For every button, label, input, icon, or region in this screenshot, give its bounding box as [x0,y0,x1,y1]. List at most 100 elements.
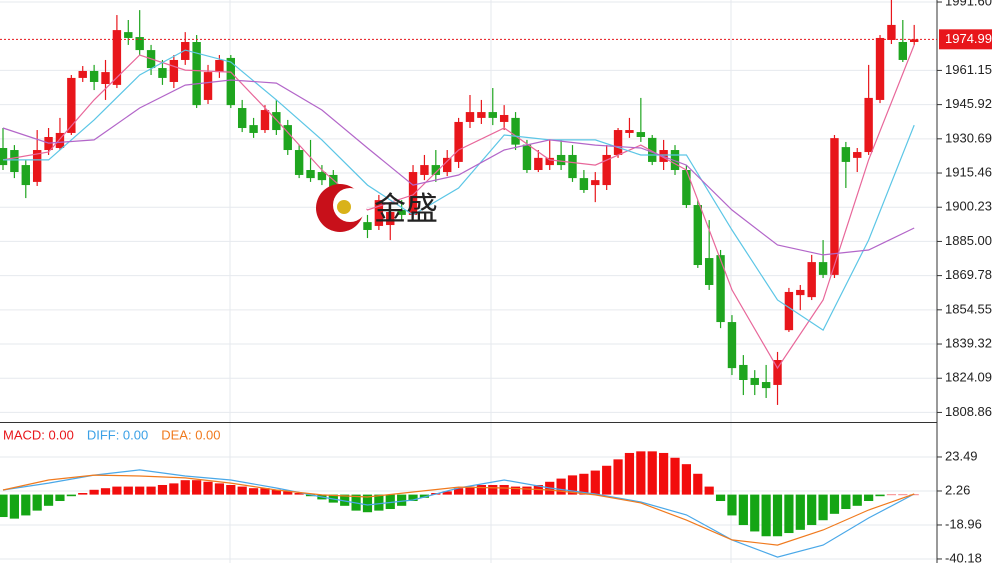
y-tick-label: 1991.60 [945,0,992,8]
macd-bar [192,480,202,495]
candle-body [431,165,441,175]
macd-bar [374,494,384,511]
y-tick-label: 1808.86 [945,404,992,419]
candle-body [864,97,873,153]
candle-body [568,154,577,179]
candle-body [454,121,463,162]
macd-bar [681,464,691,495]
macd-bar [829,494,840,514]
macd-bar [567,475,578,495]
candle-body [363,222,372,230]
candle-body [135,37,144,51]
candle-body [237,108,247,129]
macd-bar [807,494,817,526]
candle-body [260,110,270,131]
macd-bar [89,489,99,495]
macd-bar [499,484,509,495]
candle-body [306,170,315,179]
candle-body [727,322,737,369]
candle-body [32,150,42,182]
legend-label: DIFF: 0.00 [87,427,148,442]
macd-bar [214,483,225,495]
macd-bar [727,494,737,516]
macd-bar [590,470,600,495]
candle-body [613,130,623,155]
y-tick-label: 1900.23 [945,199,992,214]
y-tick-label: -18.96 [945,516,982,531]
macd-bar [886,494,897,496]
macd-bar [55,494,65,502]
macd-bar [693,473,703,495]
candle-body [21,165,30,186]
candle-body [203,72,213,100]
macd-bar [488,484,498,495]
macd-bar [112,486,122,495]
candle-body [124,32,133,38]
macd-bar [818,494,828,521]
candle-body [511,117,520,145]
candle-body [636,132,646,137]
candle-body [499,114,509,122]
candle-body [78,70,87,78]
macd-bar [556,478,566,495]
macd-bar [465,486,475,495]
macd-bar [647,451,657,495]
candle-body [739,364,748,381]
candle-body [283,125,292,151]
candle-body [591,180,600,186]
line-series [2,79,915,256]
candle-body [556,154,566,166]
candle-body [648,137,657,162]
y-tick-label: 1945.92 [945,96,992,111]
candle-body [55,132,65,149]
macd-bar [305,494,316,497]
macd-bar [271,489,281,495]
current-price-box [939,29,992,50]
candle-body [408,172,418,215]
macd-bar [864,494,874,502]
candle-body [0,148,8,166]
candle-body [101,72,110,84]
macd-bar [100,488,111,495]
macd-bar [362,494,373,513]
macd-bar [909,494,919,496]
candle-body [693,205,702,266]
candle-body [579,178,589,191]
macd-bar [237,486,247,495]
macd-bar [180,480,190,495]
macd-bar [602,465,612,495]
candle-body [329,174,338,191]
candle-body [477,112,486,118]
macd-bar [795,494,805,530]
macd-bar [636,451,646,495]
macd-bar [898,494,908,496]
candle-body [682,170,691,206]
candle-body [818,262,828,275]
macd-bar [454,488,464,495]
macd-bar [624,452,635,495]
macd-bar [442,491,452,495]
candle-body [910,39,919,42]
macd-bar [135,486,145,495]
candle-body [192,41,201,106]
candle-body [294,150,304,175]
candle-body [807,262,816,298]
candle-body [602,154,611,186]
candle-body [670,150,680,171]
candle-body [704,258,714,286]
y-tick-label: 1885.00 [945,233,992,248]
macd-bar [123,486,133,495]
macd-bar [670,457,680,495]
candle-body [169,59,179,82]
macd-bar [659,452,669,495]
candle-body [386,212,395,226]
y-tick-label: 23.49 [945,448,978,463]
candle-body [420,165,429,175]
macd-bar [761,494,771,537]
macd-bar [146,486,156,495]
candle-body [10,150,19,173]
candle-body [830,138,839,275]
